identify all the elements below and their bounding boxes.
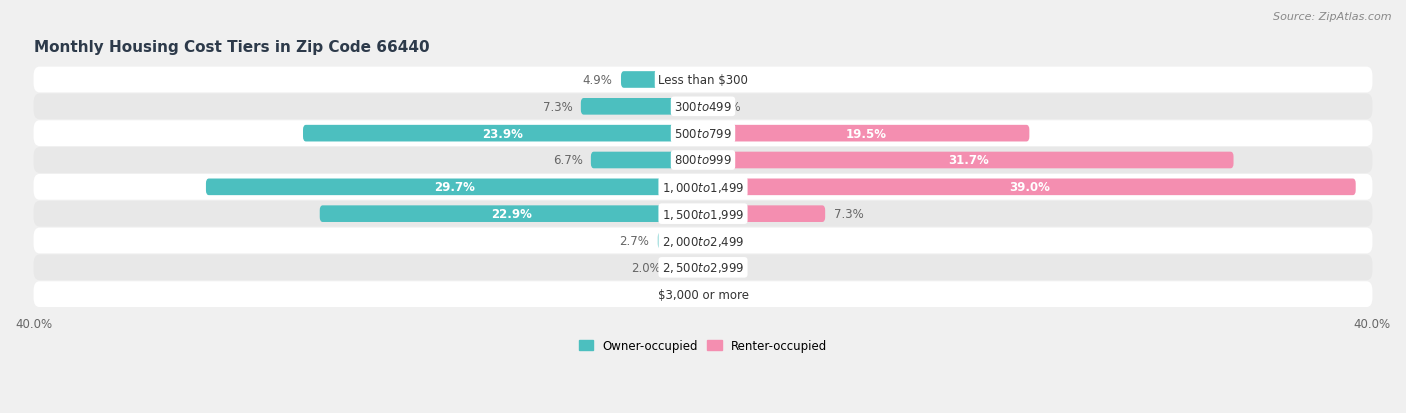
- Text: 7.3%: 7.3%: [834, 208, 863, 221]
- FancyBboxPatch shape: [34, 94, 1372, 120]
- Legend: Owner-occupied, Renter-occupied: Owner-occupied, Renter-occupied: [574, 335, 832, 357]
- FancyBboxPatch shape: [34, 175, 1372, 200]
- Text: $500 to $799: $500 to $799: [673, 127, 733, 140]
- Text: 31.7%: 31.7%: [948, 154, 988, 167]
- Text: 2.7%: 2.7%: [620, 235, 650, 247]
- FancyBboxPatch shape: [34, 255, 1372, 280]
- Text: 0.0%: 0.0%: [665, 288, 695, 301]
- FancyBboxPatch shape: [319, 206, 703, 223]
- Text: $800 to $999: $800 to $999: [673, 154, 733, 167]
- FancyBboxPatch shape: [658, 233, 703, 249]
- FancyBboxPatch shape: [669, 259, 703, 276]
- Text: Source: ZipAtlas.com: Source: ZipAtlas.com: [1274, 12, 1392, 22]
- Text: $2,500 to $2,999: $2,500 to $2,999: [662, 261, 744, 275]
- FancyBboxPatch shape: [34, 67, 1372, 93]
- FancyBboxPatch shape: [581, 99, 703, 115]
- Text: 29.7%: 29.7%: [434, 181, 475, 194]
- Text: 0.0%: 0.0%: [711, 74, 741, 87]
- FancyBboxPatch shape: [621, 72, 703, 89]
- Text: 0.0%: 0.0%: [711, 235, 741, 247]
- FancyBboxPatch shape: [34, 282, 1372, 307]
- FancyBboxPatch shape: [703, 126, 1029, 142]
- Text: $1,000 to $1,499: $1,000 to $1,499: [662, 180, 744, 195]
- FancyBboxPatch shape: [34, 121, 1372, 147]
- FancyBboxPatch shape: [703, 179, 1355, 196]
- FancyBboxPatch shape: [703, 152, 1233, 169]
- Text: 0.0%: 0.0%: [711, 261, 741, 274]
- Text: 4.9%: 4.9%: [582, 74, 613, 87]
- FancyBboxPatch shape: [591, 152, 703, 169]
- Text: 0.0%: 0.0%: [711, 101, 741, 114]
- FancyBboxPatch shape: [34, 201, 1372, 227]
- Text: $1,500 to $1,999: $1,500 to $1,999: [662, 207, 744, 221]
- Text: Less than $300: Less than $300: [658, 74, 748, 87]
- Text: $3,000 or more: $3,000 or more: [658, 288, 748, 301]
- Text: 39.0%: 39.0%: [1010, 181, 1050, 194]
- Text: 22.9%: 22.9%: [491, 208, 531, 221]
- Text: 6.7%: 6.7%: [553, 154, 582, 167]
- Text: 23.9%: 23.9%: [482, 127, 523, 140]
- Text: Monthly Housing Cost Tiers in Zip Code 66440: Monthly Housing Cost Tiers in Zip Code 6…: [34, 40, 429, 55]
- Text: 0.0%: 0.0%: [711, 288, 741, 301]
- Text: $2,000 to $2,499: $2,000 to $2,499: [662, 234, 744, 248]
- Text: $300 to $499: $300 to $499: [673, 101, 733, 114]
- FancyBboxPatch shape: [34, 228, 1372, 254]
- FancyBboxPatch shape: [205, 179, 703, 196]
- Text: 7.3%: 7.3%: [543, 101, 572, 114]
- FancyBboxPatch shape: [703, 206, 825, 223]
- Text: 19.5%: 19.5%: [845, 127, 887, 140]
- Text: 2.0%: 2.0%: [631, 261, 661, 274]
- FancyBboxPatch shape: [34, 148, 1372, 173]
- FancyBboxPatch shape: [304, 126, 703, 142]
